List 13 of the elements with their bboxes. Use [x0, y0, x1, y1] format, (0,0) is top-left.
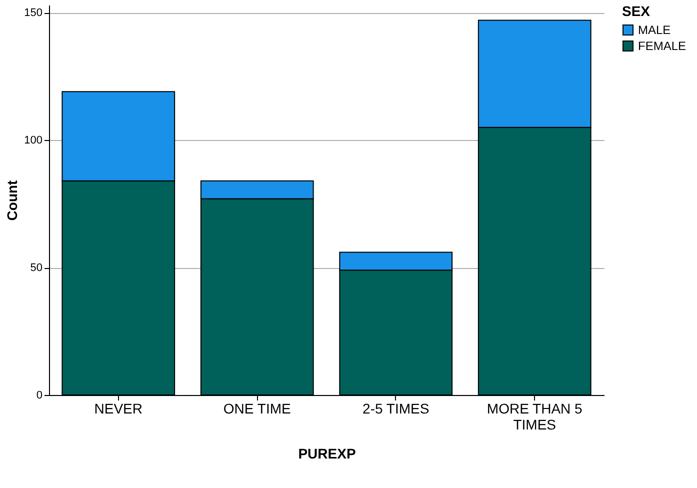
y-tick-label: 50 [30, 262, 42, 274]
x-tick-label: 2-5 TIMES [362, 400, 430, 416]
legend-title: SEX [622, 3, 651, 19]
x-tick-label: NEVER [94, 400, 142, 416]
legend-label: FEMALE [638, 39, 686, 53]
legend-label: MALE [638, 23, 671, 37]
y-axis-title: Count [4, 180, 20, 221]
y-tick-label: 150 [24, 7, 42, 20]
x-tick-label: ONE TIME [223, 400, 291, 416]
x-tick-label: MORE THAN 5 TIMES [486, 400, 583, 432]
y-tick-label: 0 [36, 390, 42, 402]
y-tick-label: 100 [24, 134, 42, 147]
x-axis-title: PUREXP [298, 446, 356, 462]
